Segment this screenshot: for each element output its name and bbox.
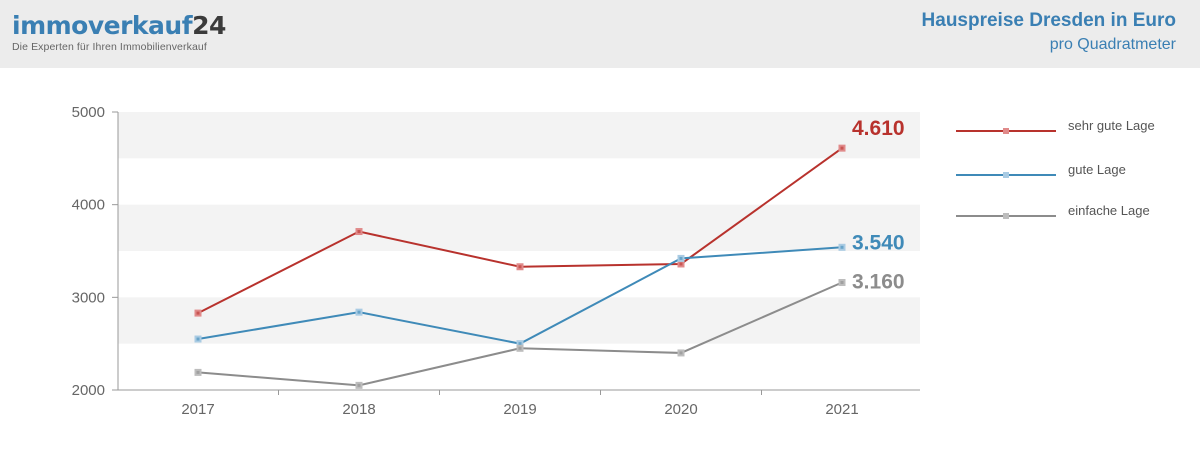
data-point-center — [840, 281, 844, 285]
x-tick-label: 2020 — [664, 401, 697, 418]
data-point-center — [357, 310, 361, 314]
end-value-label: 3.540 — [852, 231, 905, 254]
header-bar: immoverkauf24 Die Experten für Ihren Imm… — [0, 0, 1200, 68]
end-value-label: 3.160 — [852, 271, 905, 294]
legend-label: sehr gute Lage — [1068, 118, 1155, 133]
y-tick-label: 5000 — [72, 104, 105, 121]
data-point-center — [518, 346, 522, 350]
end-value-label: 4.610 — [852, 117, 905, 140]
data-point-center — [840, 245, 844, 249]
x-tick-label: 2017 — [181, 401, 214, 418]
logo-wordmark: immoverkauf — [12, 11, 193, 40]
x-tick-label: 2018 — [342, 401, 375, 418]
chart-title: Hauspreise Dresden in Euro — [921, 10, 1176, 31]
y-tick-label: 2000 — [72, 382, 105, 399]
y-tick-label: 3000 — [72, 289, 105, 306]
data-point-center — [679, 351, 683, 355]
legend-marker — [1003, 172, 1009, 178]
legend-marker — [1003, 213, 1009, 219]
data-point-center — [679, 256, 683, 260]
data-point-center — [357, 230, 361, 234]
legend-label: einfache Lage — [1068, 203, 1150, 218]
data-point-center — [518, 342, 522, 346]
grid-band — [118, 297, 920, 344]
x-tick-label: 2021 — [825, 401, 858, 418]
brand-tagline: Die Experten für Ihren Immobilienverkauf — [12, 41, 207, 53]
legend-marker — [1003, 128, 1009, 134]
data-point-center — [196, 370, 200, 374]
data-point-center — [679, 262, 683, 266]
logo-number: 24 — [192, 11, 226, 40]
x-tick-label: 2019 — [503, 401, 536, 418]
grid-band — [118, 112, 920, 159]
data-point-center — [518, 265, 522, 269]
data-point-center — [196, 311, 200, 315]
data-point-center — [840, 146, 844, 150]
chart-subtitle: pro Quadratmeter — [1049, 36, 1176, 53]
y-tick-label: 4000 — [72, 197, 105, 214]
data-point-center — [196, 337, 200, 341]
grid-band — [118, 204, 920, 251]
brand-logo[interactable]: immoverkauf24 — [12, 12, 226, 40]
data-point-center — [357, 383, 361, 387]
legend-label: gute Lage — [1068, 162, 1126, 177]
